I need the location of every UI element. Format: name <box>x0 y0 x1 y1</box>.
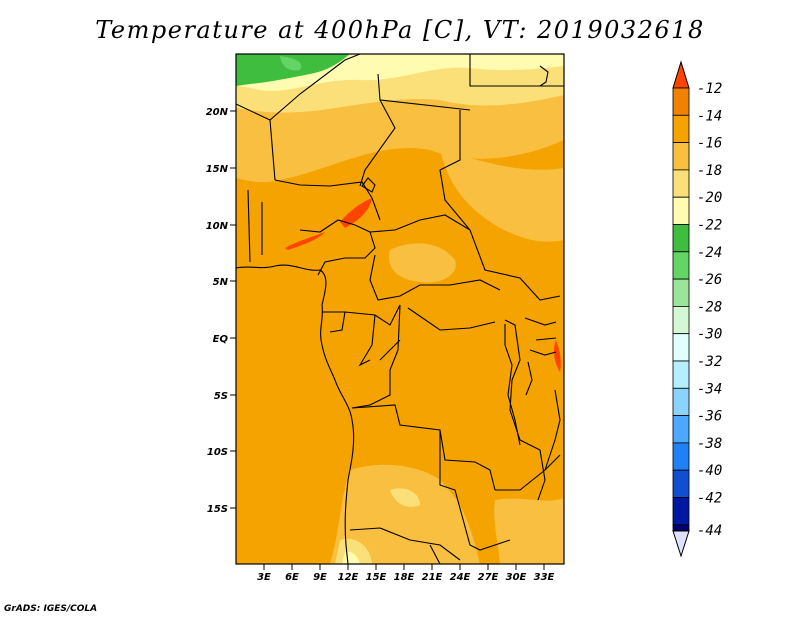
colorbar-label: -34 <box>697 381 722 397</box>
lat-label: EQ <box>213 334 229 345</box>
colorbar-swatch <box>672 305 690 335</box>
colorbar-swatch <box>672 387 690 416</box>
lat-label: 20N <box>206 107 229 118</box>
colorbar-label: -20 <box>697 190 722 206</box>
colorbar-label: -26 <box>697 272 722 288</box>
colorbar-top-arrow <box>672 60 690 89</box>
colorbar-label: -32 <box>697 354 722 370</box>
latitude-labels: 20N 15N 10N 5N EQ 5S 10S 15S <box>206 107 229 515</box>
lon-label: 27E <box>478 572 499 583</box>
lon-label: 33E <box>534 572 555 583</box>
colorbar-swatch <box>672 360 690 389</box>
lon-label: 15E <box>366 572 387 583</box>
lat-label: 10N <box>206 221 229 232</box>
colorbar-label: -44 <box>697 523 722 539</box>
colorbar-label: -36 <box>697 409 722 425</box>
colorbar-swatch <box>672 524 690 532</box>
map-title: Temperature at 400hPa [C], VT: 201903261… <box>95 16 705 44</box>
latitude-axis <box>230 110 236 509</box>
colorbar-swatch <box>672 142 690 171</box>
colorbar-label: -14 <box>697 108 722 124</box>
colorbar-label: -30 <box>697 327 722 343</box>
colorbar-label: -42 <box>697 491 722 507</box>
colorbar-swatch <box>672 469 690 498</box>
lon-label: 18E <box>394 572 415 583</box>
colorbar-swatch <box>672 169 690 198</box>
colorbar-swatch <box>672 442 690 471</box>
colorbar-swatch <box>672 251 690 280</box>
lat-label: 5N <box>213 277 229 288</box>
colorbar-bottom-arrow <box>672 530 690 558</box>
longitude-axis <box>263 564 545 570</box>
colorbar-swatch <box>672 224 690 253</box>
colorbar: -12 -14 -16 -18 -20 -22 -24 -26 -28 -30 … <box>672 60 722 558</box>
lon-label: 12E <box>338 572 359 583</box>
grads-credit: GrADS: IGES/COLA <box>4 604 98 614</box>
colorbar-label: -18 <box>697 163 722 179</box>
lon-label: 21E <box>422 572 443 583</box>
colorbar-swatch <box>672 278 690 307</box>
lat-label: 15S <box>207 504 228 515</box>
colorbar-label: -16 <box>697 136 722 152</box>
colorbar-swatch <box>672 497 690 526</box>
colorbar-swatch <box>672 333 690 362</box>
colorbar-swatch <box>672 114 690 144</box>
lat-label: 10S <box>207 447 228 458</box>
map-frame <box>235 53 565 565</box>
colorbar-swatch <box>672 196 690 225</box>
colorbar-label: -40 <box>697 463 722 479</box>
colorbar-label: -12 <box>697 81 722 97</box>
colorbar-label: -24 <box>697 245 722 261</box>
lon-label: 9E <box>313 572 327 583</box>
lon-label: 24E <box>450 572 471 583</box>
lat-label: 5S <box>214 391 228 402</box>
lon-label: 3E <box>257 572 271 583</box>
lat-label: 15N <box>206 164 229 175</box>
colorbar-label: -28 <box>697 299 722 315</box>
colorbar-label: -38 <box>697 436 722 452</box>
colorbar-swatch <box>672 87 690 116</box>
lon-label: 30E <box>506 572 527 583</box>
colorbar-swatch <box>672 415 690 444</box>
colorbar-label: -22 <box>697 218 722 234</box>
country-borders <box>236 54 564 564</box>
lon-label: 6E <box>285 572 299 583</box>
longitude-labels: 3E 6E 9E 12E 15E 18E 21E 24E 27E 30E 33E <box>257 572 554 583</box>
